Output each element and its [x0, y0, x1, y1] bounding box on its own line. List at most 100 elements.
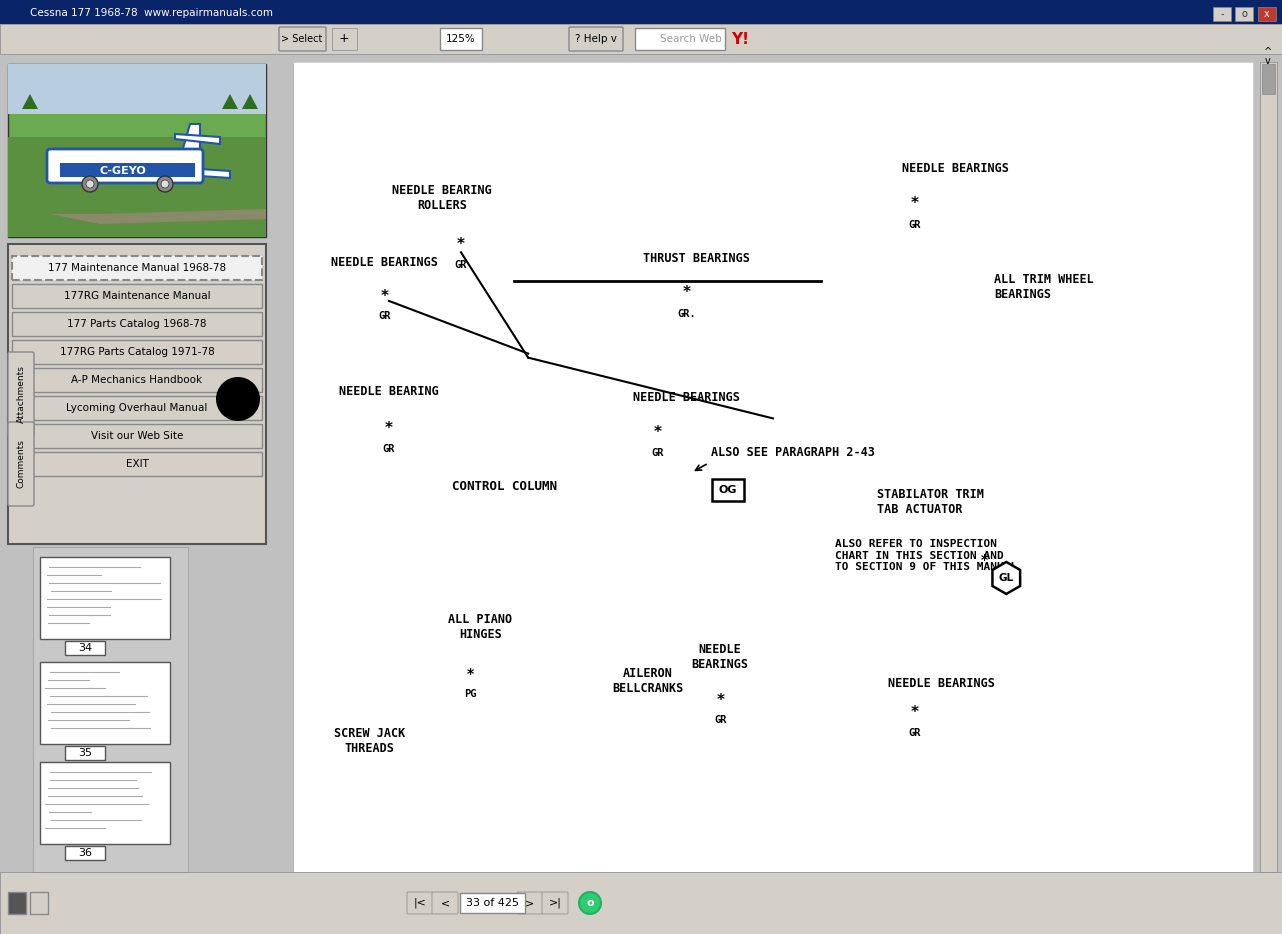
- FancyBboxPatch shape: [12, 424, 262, 448]
- FancyBboxPatch shape: [8, 892, 26, 914]
- Text: GR: GR: [651, 448, 664, 459]
- Bar: [1235, 7, 1253, 21]
- Text: *: *: [467, 667, 474, 681]
- Text: A-P Mechanics Handbook: A-P Mechanics Handbook: [72, 375, 203, 385]
- Bar: [8, 64, 265, 114]
- FancyBboxPatch shape: [432, 892, 458, 914]
- FancyBboxPatch shape: [12, 312, 262, 336]
- Polygon shape: [176, 134, 221, 144]
- Text: NEEDLE
BEARINGS: NEEDLE BEARINGS: [692, 644, 749, 672]
- Text: SCREW JACK
THREADS: SCREW JACK THREADS: [335, 727, 405, 755]
- Text: >: >: [526, 898, 535, 908]
- Text: 177 Parts Catalog 1968-78: 177 Parts Catalog 1968-78: [67, 319, 206, 329]
- Bar: [8, 244, 265, 544]
- Text: Y!: Y!: [731, 32, 749, 47]
- Text: NEEDLE BEARINGS: NEEDLE BEARINGS: [633, 390, 740, 403]
- Text: PG: PG: [464, 689, 477, 699]
- Text: *: *: [654, 425, 662, 440]
- Text: NEEDLE BEARINGS: NEEDLE BEARINGS: [903, 163, 1009, 176]
- Text: THRUST BEARINGS: THRUST BEARINGS: [642, 251, 750, 264]
- Text: ALSO REFER TO INSPECTION
CHART IN THIS SECTION AND
TO SECTION 9 OF THIS MANUAL: ALSO REFER TO INSPECTION CHART IN THIS S…: [836, 539, 1018, 573]
- Text: GR.: GR.: [677, 309, 696, 319]
- FancyBboxPatch shape: [8, 422, 35, 506]
- Text: AILERON
BELLCRANKS: AILERON BELLCRANKS: [613, 668, 683, 696]
- Text: -: -: [1220, 9, 1224, 19]
- Bar: [1258, 7, 1276, 21]
- Text: NEEDLE BEARING
ROLLERS: NEEDLE BEARING ROLLERS: [392, 184, 492, 212]
- Text: *: *: [717, 693, 724, 708]
- Text: |<: |<: [414, 898, 427, 908]
- FancyBboxPatch shape: [279, 27, 326, 51]
- Bar: [294, 62, 1253, 872]
- Polygon shape: [242, 94, 258, 109]
- FancyBboxPatch shape: [12, 256, 262, 280]
- Text: *: *: [981, 553, 988, 567]
- Text: *: *: [385, 420, 394, 435]
- FancyBboxPatch shape: [12, 452, 262, 476]
- Bar: [33, 547, 188, 872]
- FancyBboxPatch shape: [29, 892, 47, 914]
- Text: > Select: > Select: [281, 34, 323, 44]
- FancyBboxPatch shape: [542, 892, 568, 914]
- FancyBboxPatch shape: [569, 27, 623, 51]
- Polygon shape: [22, 94, 38, 109]
- Text: ALL TRIM WHEEL
BEARINGS: ALL TRIM WHEEL BEARINGS: [994, 273, 1094, 301]
- Bar: [60, 163, 195, 177]
- FancyBboxPatch shape: [517, 892, 544, 914]
- Circle shape: [215, 377, 260, 421]
- FancyBboxPatch shape: [12, 396, 262, 420]
- Text: GR: GR: [378, 311, 391, 321]
- Text: *: *: [912, 705, 919, 720]
- Text: Visit our Web Site: Visit our Web Site: [91, 431, 183, 441]
- Text: STABILATOR TRIM
TAB ACTUATOR: STABILATOR TRIM TAB ACTUATOR: [877, 488, 983, 516]
- Text: o: o: [1241, 9, 1247, 19]
- Text: ? Help v: ? Help v: [576, 34, 617, 44]
- Text: Comments: Comments: [17, 440, 26, 488]
- Polygon shape: [222, 94, 238, 109]
- FancyBboxPatch shape: [406, 892, 433, 914]
- FancyBboxPatch shape: [47, 149, 203, 183]
- Text: *: *: [682, 286, 691, 301]
- Text: GR: GR: [383, 445, 395, 454]
- Text: Cessna 177 1968-78  www.repairmanuals.com: Cessna 177 1968-78 www.repairmanuals.com: [29, 8, 273, 18]
- Bar: [0, 24, 1282, 54]
- Text: ^: ^: [1264, 47, 1272, 57]
- Circle shape: [579, 892, 601, 914]
- Text: ALSO SEE PARAGRAPH 2-43: ALSO SEE PARAGRAPH 2-43: [710, 446, 874, 459]
- Text: 36: 36: [78, 848, 92, 858]
- Text: NEEDLE BEARINGS: NEEDLE BEARINGS: [331, 256, 437, 269]
- FancyBboxPatch shape: [65, 641, 105, 655]
- Text: >|: >|: [549, 898, 562, 908]
- Text: *: *: [912, 196, 919, 211]
- FancyBboxPatch shape: [635, 28, 726, 50]
- Text: Lycoming Overhaul Manual: Lycoming Overhaul Manual: [67, 403, 208, 413]
- Text: GR: GR: [714, 715, 727, 725]
- Text: C-GEYO: C-GEYO: [100, 166, 146, 176]
- Polygon shape: [992, 562, 1020, 594]
- Text: EXIT: EXIT: [126, 459, 149, 469]
- Text: NEEDLE BEARINGS: NEEDLE BEARINGS: [887, 677, 995, 689]
- FancyBboxPatch shape: [12, 340, 262, 364]
- Text: NEEDLE BEARING: NEEDLE BEARING: [340, 385, 438, 398]
- FancyBboxPatch shape: [12, 284, 262, 308]
- FancyBboxPatch shape: [460, 893, 526, 913]
- Text: *: *: [456, 236, 465, 252]
- Text: 34: 34: [78, 643, 92, 653]
- Text: OG: OG: [718, 485, 737, 495]
- Circle shape: [82, 176, 97, 192]
- Bar: [332, 28, 356, 50]
- Bar: [1260, 62, 1277, 872]
- Text: 177RG Maintenance Manual: 177RG Maintenance Manual: [64, 291, 210, 301]
- Bar: [0, 0, 1282, 24]
- Text: o: o: [586, 898, 594, 908]
- Text: +: +: [338, 33, 349, 46]
- Bar: [40, 557, 171, 639]
- FancyBboxPatch shape: [8, 352, 35, 436]
- Text: v: v: [1265, 56, 1270, 66]
- Text: <: <: [441, 898, 450, 908]
- Text: GL: GL: [999, 573, 1014, 583]
- Circle shape: [86, 180, 94, 188]
- FancyBboxPatch shape: [440, 28, 482, 50]
- FancyBboxPatch shape: [65, 846, 105, 860]
- Text: GR: GR: [455, 261, 467, 271]
